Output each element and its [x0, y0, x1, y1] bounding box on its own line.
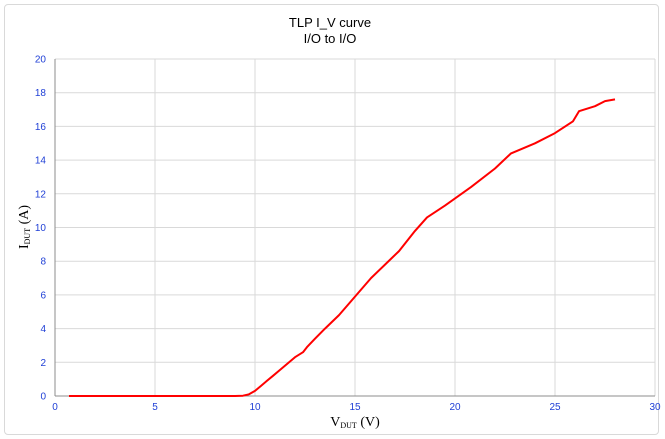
y-axis-label: IDUT (A) — [17, 205, 32, 249]
x-axis-label-sub: DUT — [340, 421, 357, 430]
y-tick-label: 4 — [40, 324, 46, 335]
y-tick-label: 20 — [35, 55, 47, 66]
x-tick-label: 30 — [649, 402, 661, 413]
x-axis-label: VDUT (V) — [330, 415, 380, 430]
x-tick-label: 10 — [249, 402, 261, 413]
y-tick-label: 2 — [40, 358, 46, 369]
y-tick-label: 12 — [35, 189, 47, 200]
y-tick-label: 16 — [35, 122, 47, 133]
x-tick-label: 5 — [152, 402, 158, 413]
y-tick-label: 18 — [35, 88, 47, 99]
chart-frame — [4, 4, 659, 435]
x-tick-labels: 0 5 10 15 20 25 30 — [52, 402, 661, 413]
y-tick-label: 0 — [40, 392, 46, 403]
y-axis-label-sub: DUT — [23, 228, 32, 245]
y-tick-label: 10 — [35, 223, 47, 234]
grid — [55, 58, 656, 396]
chart-title: TLP I_V curve — [289, 15, 371, 30]
y-tick-label: 6 — [40, 290, 46, 301]
x-tick-label: 20 — [449, 402, 461, 413]
y-tick-label: 14 — [35, 156, 47, 167]
x-axis-label-main: V — [330, 415, 340, 430]
y-axis-label-unit: (A) — [17, 205, 32, 228]
series-layer — [69, 98, 616, 397]
x-axis-label-unit: (V) — [357, 415, 380, 430]
y-tick-label: 8 — [40, 257, 46, 268]
y-tick-labels: 0 2 4 6 8 10 12 14 16 18 20 — [35, 55, 47, 403]
x-tick-label: 25 — [549, 402, 561, 413]
chart-subtitle: I/O to I/O — [304, 31, 357, 46]
series-line — [69, 98, 616, 397]
y-axis-label-main: I — [17, 244, 32, 249]
x-tick-label: 0 — [52, 402, 58, 413]
x-tick-label: 15 — [349, 402, 361, 413]
